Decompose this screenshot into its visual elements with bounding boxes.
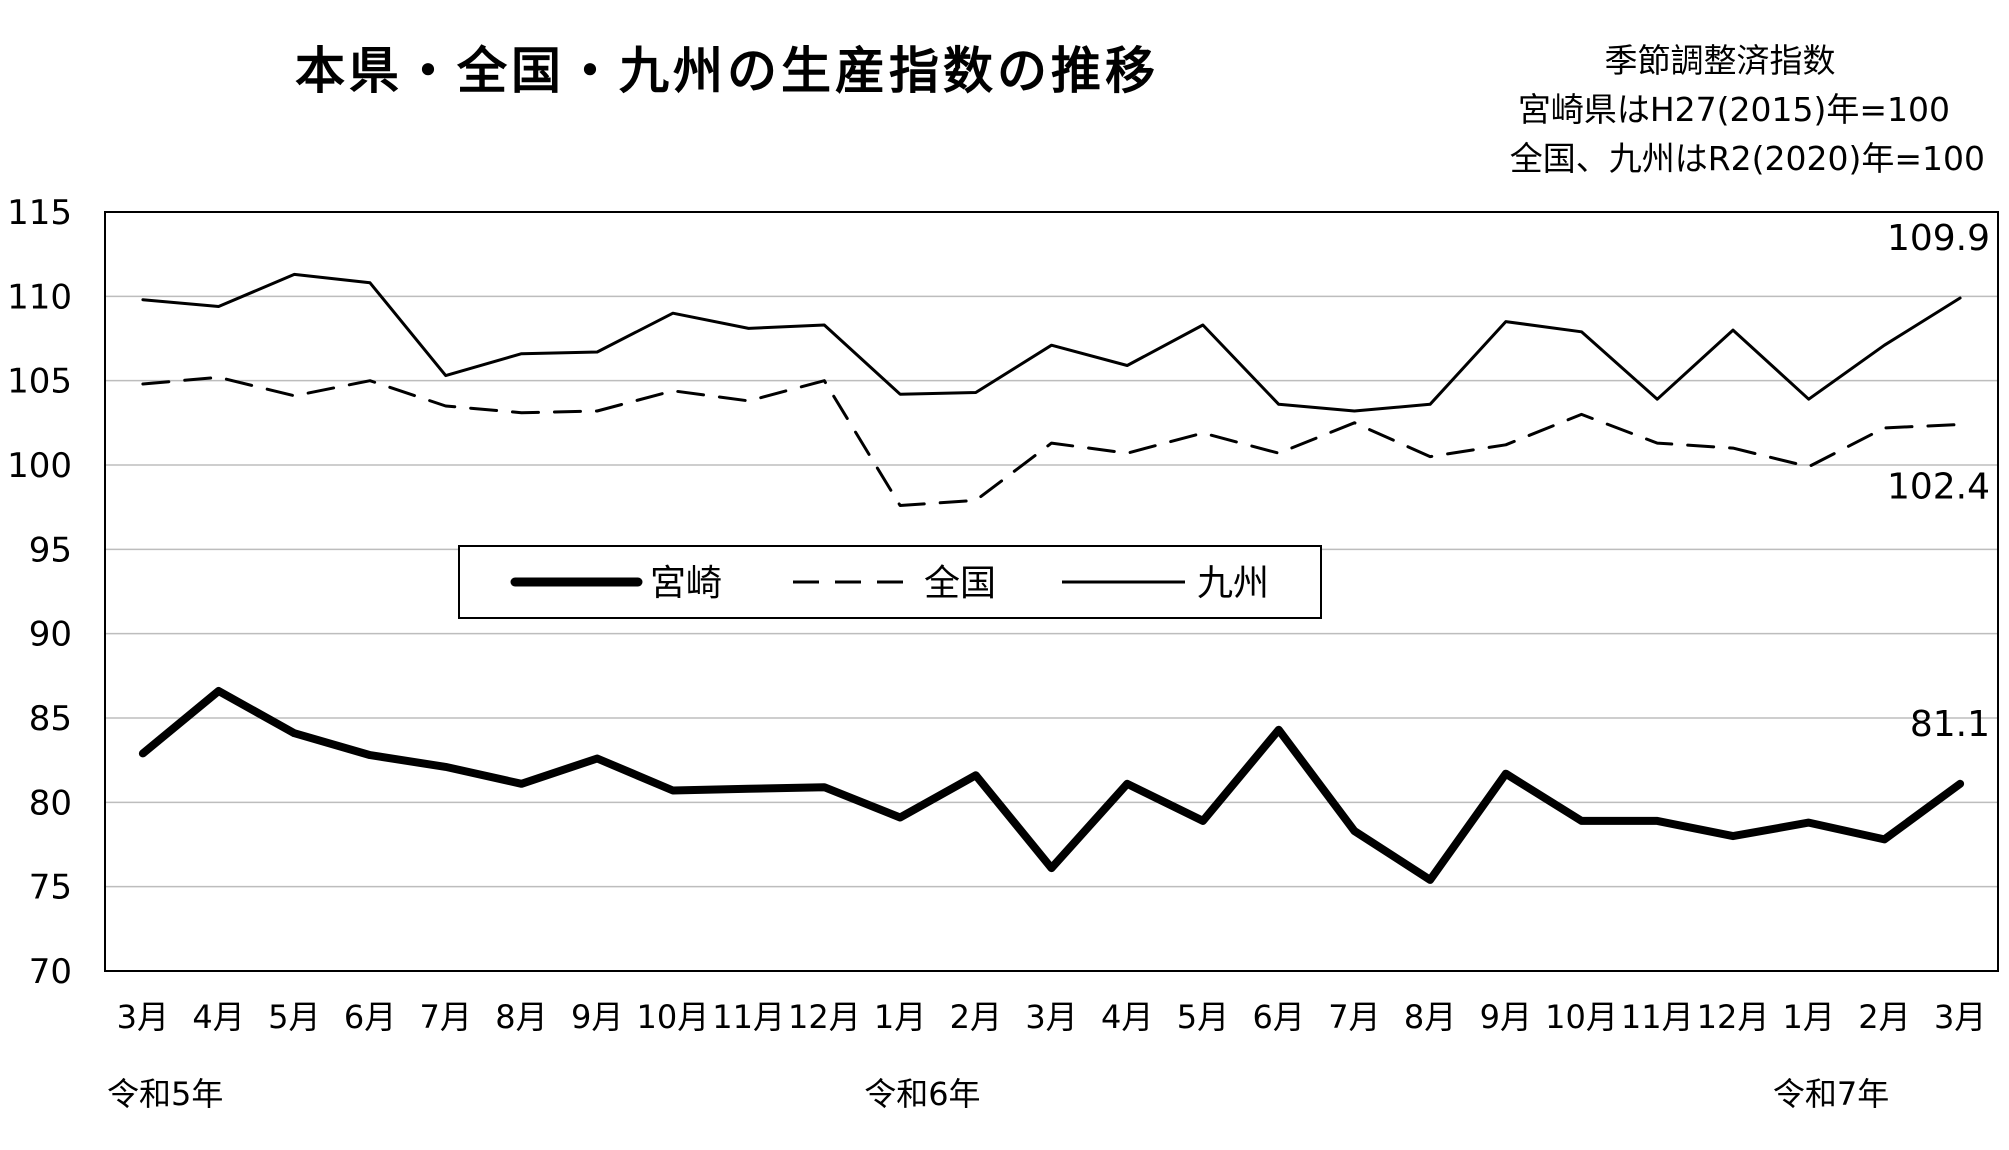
x-tick-label: 12月 <box>788 998 861 1036</box>
legend-label-miyazaki: 宮崎 <box>650 563 722 604</box>
x-tick-label: 7月 <box>1328 998 1380 1036</box>
era-labels: 令和5年 令和6年 令和7年 <box>107 1075 1889 1113</box>
legend: 宮崎 全国 九州 <box>458 545 1322 619</box>
era-label: 令和5年 <box>107 1075 223 1113</box>
x-tick-label: 1月 <box>874 998 926 1036</box>
x-tick-label: 7月 <box>420 998 472 1036</box>
series-line-miyazaki <box>138 687 1965 884</box>
x-tick-label: 6月 <box>1252 998 1304 1036</box>
x-tick-label: 10月 <box>637 998 710 1036</box>
end-label-national: 102.4 <box>1887 467 1990 508</box>
y-tick-label: 85 <box>29 699 72 739</box>
era-label: 令和6年 <box>864 1075 980 1113</box>
x-tick-label: 3月 <box>1934 998 1986 1036</box>
x-tick-label: 3月 <box>117 998 169 1036</box>
x-tick-label: 2月 <box>950 998 1002 1036</box>
series-lines <box>138 272 1965 884</box>
x-tick-label: 5月 <box>268 998 320 1036</box>
chart-note-3: 全国、九州はR2(2020)年=100 <box>1510 139 1985 178</box>
y-tick-label: 75 <box>29 868 72 908</box>
y-axis: 70 75 80 85 90 95 100 105 110 115 <box>7 193 72 992</box>
x-tick-label: 11月 <box>1621 998 1694 1036</box>
x-tick-label: 8月 <box>495 998 547 1036</box>
series-line-national <box>141 375 1962 507</box>
end-label-miyazaki: 81.1 <box>1910 704 1990 745</box>
end-labels: 109.9 102.4 81.1 <box>1887 218 1990 745</box>
x-tick-label: 9月 <box>1480 998 1532 1036</box>
chart-note-1: 季節調整済指数 <box>1605 41 1836 80</box>
x-tick-label: 6月 <box>344 998 396 1036</box>
x-tick-label: 12月 <box>1697 998 1770 1036</box>
y-tick-label: 80 <box>29 783 72 823</box>
y-tick-label: 70 <box>29 952 72 992</box>
x-tick-label: 11月 <box>712 998 785 1036</box>
x-tick-label: 8月 <box>1404 998 1456 1036</box>
chart-title: 本県・全国・九州の生産指数の推移 <box>295 42 1159 100</box>
x-tick-label: 4月 <box>192 998 244 1036</box>
x-tick-label: 3月 <box>1025 998 1077 1036</box>
x-tick-label: 4月 <box>1101 998 1153 1036</box>
y-tick-label: 100 <box>7 446 72 486</box>
y-tick-label: 95 <box>29 530 72 570</box>
x-axis: 3月 4月 5月 6月 7月 8月 9月 10月 11月 12月 1月 2月 3月 4月 5月 6月 7月 8月 9… <box>117 998 1987 1036</box>
x-tick-label: 10月 <box>1545 998 1618 1036</box>
x-tick-label: 2月 <box>1858 998 1910 1036</box>
x-tick-label: 9月 <box>571 998 623 1036</box>
series-line-kyushu <box>141 272 1962 413</box>
legend-label-kyushu: 九州 <box>1197 563 1269 604</box>
end-label-kyushu: 109.9 <box>1887 218 1990 259</box>
plot-area <box>104 211 1999 972</box>
era-label: 令和7年 <box>1773 1075 1889 1113</box>
legend-label-national: 全国 <box>924 563 996 604</box>
x-tick-label: 5月 <box>1177 998 1229 1036</box>
y-tick-label: 105 <box>7 362 72 402</box>
x-tick-label: 1月 <box>1783 998 1835 1036</box>
y-tick-label: 115 <box>7 193 72 233</box>
y-tick-label: 110 <box>7 277 72 317</box>
chart-note-2: 宮崎県はH27(2015)年=100 <box>1518 90 1950 129</box>
y-tick-label: 90 <box>29 615 72 655</box>
